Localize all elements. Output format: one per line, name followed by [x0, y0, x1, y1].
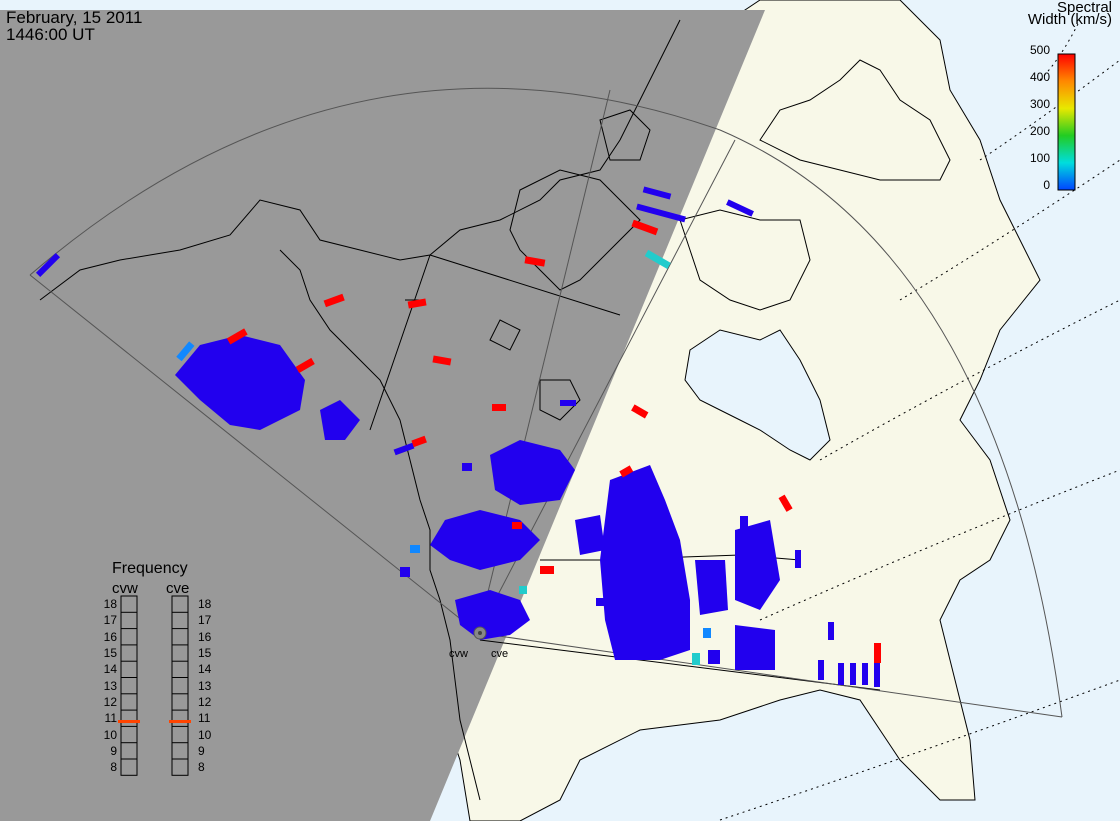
baffin-island [759, 59, 951, 181]
island-outline [679, 209, 811, 311]
frequency-level-label: 8 [198, 760, 205, 775]
scatter-blue [35, 186, 880, 687]
land-outline-night [39, 19, 681, 801]
island-cluster [489, 109, 651, 421]
frequency-level-label: 18 [198, 597, 212, 612]
colorbar-tick: 400 [1029, 70, 1050, 84]
frequency-level-label: 9 [110, 743, 117, 758]
scatter-lightblue [176, 341, 711, 638]
frequency-level-label: 13 [103, 678, 117, 693]
colorbar-title-line2: Width (km/s) [1027, 11, 1112, 28]
frequency-level-label: 16 [103, 629, 117, 644]
frequency-ladders [118, 595, 191, 776]
frequency-title: Frequency [112, 560, 188, 577]
frequency-radar-label-cvw: cvw [112, 580, 138, 597]
frequency-ladder-cve [171, 595, 189, 776]
frequency-level-label: 15 [198, 646, 212, 661]
frequency-level-label: 11 [104, 711, 117, 726]
colorbar-tick: 500 [1029, 43, 1050, 57]
frequency-level-label: 11 [198, 711, 211, 726]
scatter-cyan [519, 249, 700, 665]
frequency-level-label: 12 [198, 694, 212, 709]
colorbar-tick: 0 [1043, 178, 1050, 192]
colorbar-tick: 100 [1029, 151, 1050, 165]
frequency-level-label: 16 [198, 629, 212, 644]
frequency-level-label: 9 [198, 743, 205, 758]
colorbar-tick: 300 [1029, 97, 1050, 111]
frequency-level-label: 10 [103, 727, 117, 742]
night-shading [0, 10, 765, 821]
frequency-level-label: 18 [103, 597, 117, 612]
hudson-bay [684, 329, 831, 461]
frequency-level-label: 13 [198, 678, 212, 693]
time-label: 1446:00 UT [6, 25, 95, 44]
site-label-cvw: cvw [449, 648, 468, 660]
frequency-level-label: 8 [110, 760, 117, 775]
date-label: February, 15 2011 [6, 8, 143, 27]
frequency-radar-label-cve: cve [166, 580, 190, 597]
frequency-level-label: 12 [103, 694, 117, 709]
site-label-cve: cve [491, 648, 509, 660]
colorbar-tick: 200 [1029, 124, 1050, 138]
scatter-red [226, 219, 881, 663]
frequency-level-label: 17 [198, 613, 212, 628]
latitude-grid [719, 19, 1120, 821]
colorbar-title-line1: Spectral [1056, 0, 1112, 16]
colorbar [1057, 53, 1076, 191]
frequency-level-label: 15 [103, 646, 117, 661]
frequency-level-label: 14 [103, 662, 117, 677]
frequency-level-label: 10 [198, 727, 212, 742]
provincial-borders [369, 254, 881, 691]
frequency-level-label: 17 [103, 613, 117, 628]
frequency-ladder-cvw [120, 595, 138, 776]
frequency-level-label: 14 [198, 662, 212, 677]
